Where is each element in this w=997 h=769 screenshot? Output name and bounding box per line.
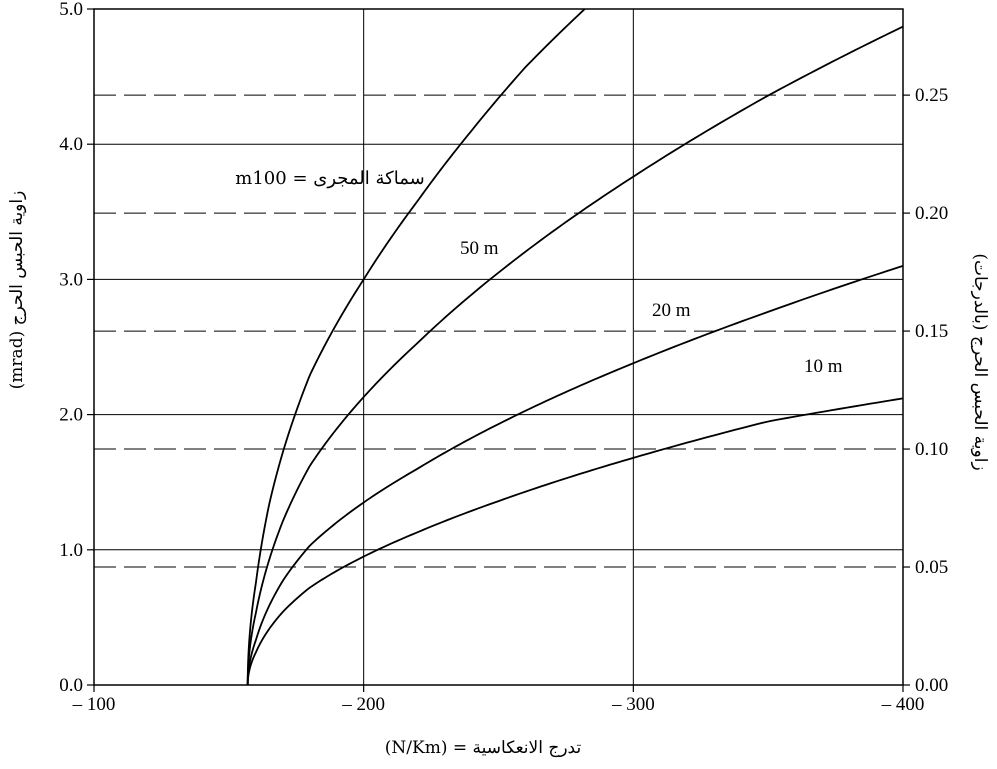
axis-ticks	[87, 8, 910, 692]
y-tick-label-left: 5.0	[59, 0, 83, 20]
series-curve-10m	[246, 397, 904, 686]
x-tick-label: – 400	[881, 694, 925, 715]
y-tick-label-left: 4.0	[59, 134, 83, 155]
y-tick-label-right: 0.10	[915, 439, 948, 460]
tick-labels: – 100 – 200 – 300 – 400 0.0 1.0 2.0 3.0 4.0 5.0 0.…	[59, 0, 948, 715]
series-curve-50m	[246, 25, 904, 686]
y-tick-label-right: 0.05	[915, 557, 948, 578]
x-axis-title: تدرج الانعكاسية = (N/Km)	[385, 738, 582, 758]
annotation-50m: 50 m	[460, 238, 499, 259]
y-tick-label-left: 0.0	[59, 675, 83, 696]
y-tick-label-right: 0.00	[915, 675, 948, 696]
y-tick-label-right: 0.25	[915, 85, 948, 106]
y-tick-label-right: 0.20	[915, 203, 948, 224]
series-curve-20m	[246, 265, 904, 686]
y-tick-label-left: 1.0	[59, 540, 83, 561]
x-tick-label: – 200	[341, 694, 385, 715]
annotation-20m: 20 m	[652, 300, 691, 321]
plot-frame	[93, 8, 904, 686]
annotation-100m: سماكة المجرى = m100	[235, 168, 424, 189]
y-tick-label-left: 2.0	[59, 405, 83, 426]
y-axis-right-title: زاوية الحبس الحرج (بالدرجات)	[970, 253, 990, 470]
y-tick-label-right: 0.15	[915, 321, 948, 342]
series-curve-100m	[246, 8, 586, 686]
data-curves	[246, 8, 904, 686]
y-tick-label-left: 3.0	[59, 269, 83, 290]
x-tick-label: – 100	[72, 694, 116, 715]
x-tick-label: – 300	[611, 694, 655, 715]
annotation-10m: 10 m	[804, 356, 843, 377]
y-axis-left-title: زاوية الحبس الحرج (mrad)	[7, 191, 27, 390]
grid-lines	[94, 9, 903, 685]
